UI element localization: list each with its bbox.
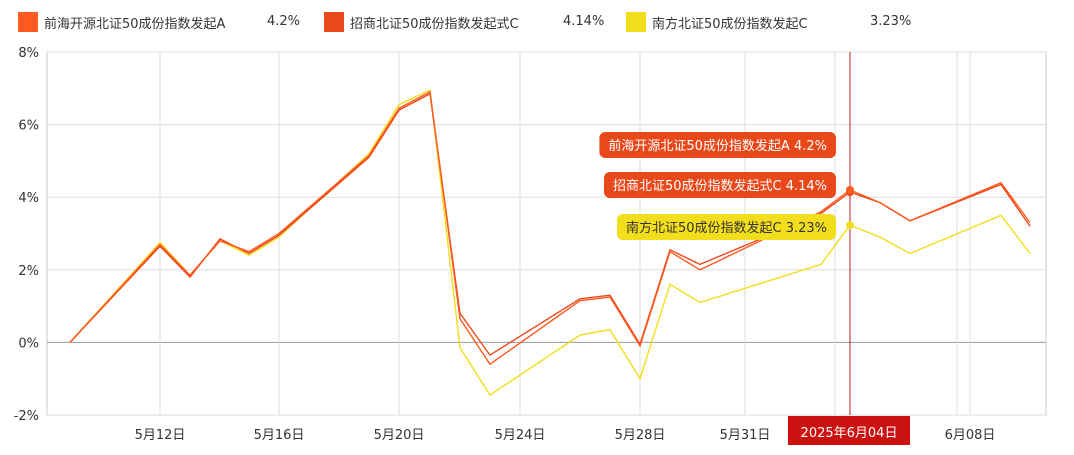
tooltip-bubble-3: 南方北证50成份指数发起C 3.23% xyxy=(616,214,836,240)
tooltip-bubble-1: 前海开源北证50成份指数发起A 4.2% xyxy=(599,132,836,158)
series-line-1[interactable] xyxy=(69,90,1031,366)
tooltip-bubble-2: 招商北证50成份指数发起式C 4.14% xyxy=(603,172,836,198)
tooltip-box-2 xyxy=(603,172,836,198)
x-tick-label: 6月08日 xyxy=(945,428,996,443)
series-line-3[interactable] xyxy=(69,89,1031,396)
legend-value-series-1: 4.2% xyxy=(267,14,301,29)
x-tick-label: 5月28日 xyxy=(615,428,666,443)
y-tick-label: 2% xyxy=(18,264,39,279)
x-tick-label: 5月24日 xyxy=(495,428,546,443)
x-tick-label: 5月12日 xyxy=(135,428,186,443)
legend-label-series-1: 前海开源北证50成份指数发起A xyxy=(44,16,226,32)
legend-item-series-2[interactable]: 招商北证50成份指数发起式C xyxy=(324,12,519,32)
legend-value-series-2: 4.14% xyxy=(563,14,605,29)
legend-item-series-3[interactable]: 南方北证50成份指数发起C xyxy=(626,12,808,32)
series-line-2[interactable] xyxy=(69,92,1031,357)
hover-point-series-3 xyxy=(846,221,854,230)
highlight-date-box xyxy=(788,416,910,445)
tooltip-text-2: 招商北证50成份指数发起式C 4.14% xyxy=(613,178,827,194)
tooltip-box-1 xyxy=(599,132,836,158)
y-tick-label: 0% xyxy=(18,336,39,351)
legend-label-series-2: 招商北证50成份指数发起式C xyxy=(350,16,519,32)
legend-swatch-series-2 xyxy=(324,12,344,32)
legend-item-series-1[interactable]: 前海开源北证50成份指数发起A xyxy=(18,12,225,32)
y-tick-label: 6% xyxy=(18,119,39,134)
plot-frame xyxy=(46,51,1047,416)
tooltip-box-3 xyxy=(616,214,836,240)
legend-value-series-3: 3.23% xyxy=(870,14,912,29)
legend-label-series-3: 南方北证50成份指数发起C xyxy=(652,16,808,32)
legend-swatch-series-1 xyxy=(18,12,38,32)
tooltip-text-3: 南方北证50成份指数发起C 3.23% xyxy=(626,220,827,236)
y-tick-label: 8% xyxy=(18,46,39,61)
highlight-date-label: 2025年6月04日 xyxy=(801,426,898,441)
y-tick-label: 4% xyxy=(18,191,39,206)
x-tick-label: 5月31日 xyxy=(720,428,771,443)
chart-legend: 前海开源北证50成份指数发起A 4.2% 招商北证50成份指数发起式C 4.14… xyxy=(0,0,1074,40)
tooltip-text-1: 前海开源北证50成份指数发起A 4.2% xyxy=(608,138,827,154)
hover-point-series-1 xyxy=(846,185,854,194)
legend-swatch-series-3 xyxy=(626,12,646,32)
x-tick-label: 5月16日 xyxy=(254,428,305,443)
x-tick-label: 5月20日 xyxy=(374,428,425,443)
y-tick-label: -2% xyxy=(14,409,39,424)
